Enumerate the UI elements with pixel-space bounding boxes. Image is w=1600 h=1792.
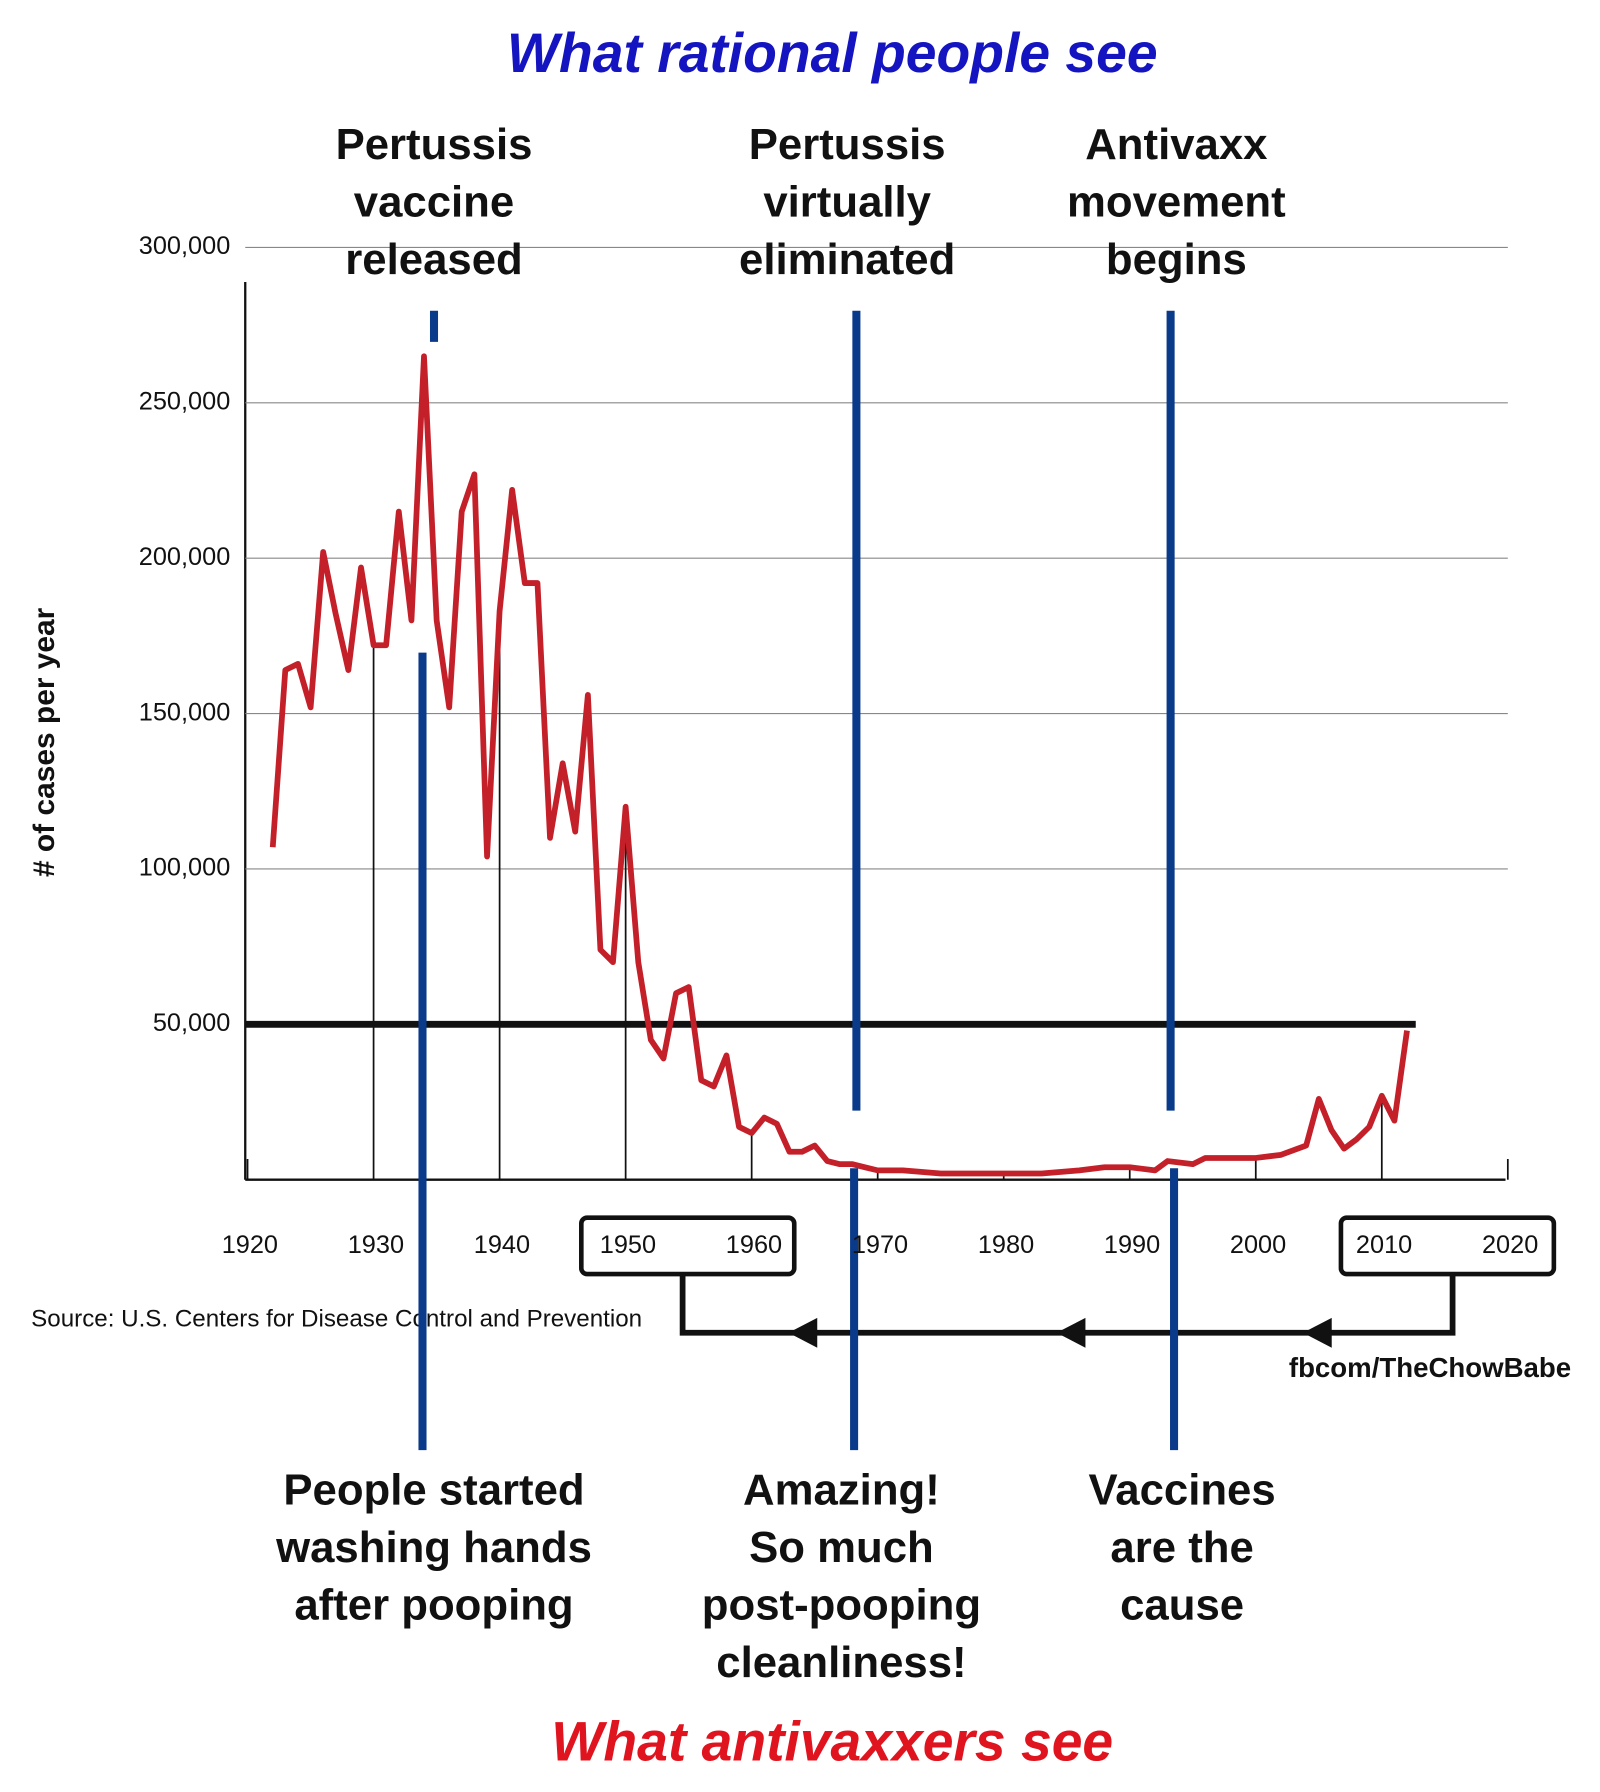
annotation-bottom: People started [283,1465,584,1514]
x-tick-label: 1960 [726,1231,782,1259]
source: Source: U.S. Centers for Disease Control… [31,1305,642,1332]
annotation-top: vaccine [354,177,514,226]
y-tick-label: 150,000 [139,698,231,726]
x-tick-label: 1920 [222,1231,278,1259]
credit: fbcom/TheChowBabe [1289,1352,1571,1383]
arrow-head [1056,1317,1086,1348]
x-tick-label: 1990 [1104,1231,1160,1259]
arrow-head [1302,1317,1332,1348]
annotation-bottom: after pooping [294,1580,573,1629]
annotation-bottom: cause [1120,1580,1244,1629]
x-tick-label: 1940 [474,1231,530,1259]
annotation-top: begins [1106,235,1247,284]
annotation-top: eliminated [739,235,955,284]
y-tick-label: 100,000 [139,854,231,882]
annotation-top: Pertussis [336,120,533,169]
annotation-bottom: cleanliness! [716,1638,966,1687]
annotation-bottom: post-pooping [702,1580,981,1629]
y-tick-label: 200,000 [139,543,231,571]
year-box [1338,1215,1557,1277]
bottom-title: What antivaxxers see [551,1711,1113,1773]
data-line [269,353,1410,1177]
annotation-top: released [345,235,522,284]
x-tick-label: 2010 [1356,1231,1412,1259]
year-box [579,1215,797,1277]
x-tick-label: 2000 [1230,1231,1286,1259]
annotation-bottom: So much [749,1523,934,1572]
annotation-top: movement [1067,177,1286,226]
x-tick-label: 1970 [852,1231,908,1259]
x-tick-label: 1950 [600,1231,656,1259]
marker-lines [418,310,1179,1451]
x-tick-label: 1930 [348,1231,404,1259]
connector [679,1274,1456,1336]
arrow-head [788,1317,818,1348]
annotation-bottom: Amazing! [743,1465,940,1514]
annotation-bottom: washing hands [275,1523,592,1572]
x-tick-label: 1980 [978,1231,1034,1259]
y-tick-label: 50,000 [153,1009,230,1037]
annotation-bottom: are the [1110,1523,1253,1572]
annotation-top: Pertussis [749,120,946,169]
y-tick-label: 250,000 [139,388,231,416]
plot [245,246,1509,1180]
annotation-top: Antivaxx [1085,120,1267,169]
y-axis-label: # of cases per year [28,607,61,877]
chart-title: What rational people see [507,22,1158,84]
annotation-top: virtually [763,177,931,226]
y-tick-label: 300,000 [139,232,231,260]
x-tick-label: 2020 [1482,1231,1538,1259]
annotation-bottom: Vaccines [1089,1465,1276,1514]
